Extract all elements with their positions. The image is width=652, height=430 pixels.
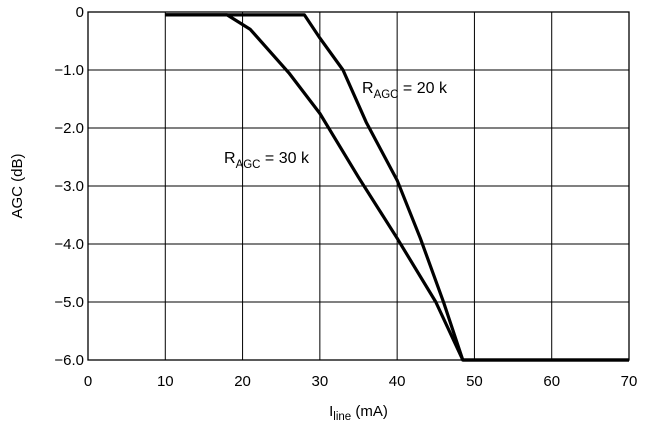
annotation-ragc-30k-main: R xyxy=(224,150,236,167)
annotation-ragc-20k: RAGC = 20 k xyxy=(362,80,448,101)
x-tick-label: 60 xyxy=(543,373,560,390)
y-tick-label: −1.0 xyxy=(54,62,84,79)
series-line-ragc-20k xyxy=(165,13,629,362)
annotation-ragc-30k: RAGC = 30 k xyxy=(224,150,310,171)
y-tick-label: −5.0 xyxy=(54,294,84,311)
x-tick-label: 10 xyxy=(157,373,174,390)
y-tick-label: −3.0 xyxy=(54,178,84,195)
x-axis-title: Iline (mA) xyxy=(329,403,388,423)
y-axis-title: AGC (dB) xyxy=(9,153,26,218)
annotation-ragc-20k-main: R xyxy=(362,80,374,97)
y-tick-label: −4.0 xyxy=(54,236,84,253)
y-tick-label: 0 xyxy=(76,4,84,21)
x-tick-label: 30 xyxy=(312,373,329,390)
annotation-ragc-30k-suffix: = 30 k xyxy=(260,150,309,167)
x-tick-label: 0 xyxy=(84,373,92,390)
x-axis-title-main: I xyxy=(329,403,333,420)
x-tick-label: 50 xyxy=(466,373,483,390)
x-axis-title-suffix: (mA) xyxy=(351,403,388,420)
x-tick-label: 20 xyxy=(234,373,251,390)
x-tick-labels: 0 10 20 30 40 50 60 70 xyxy=(84,373,638,390)
x-tick-label: 70 xyxy=(621,373,638,390)
annotation-ragc-20k-sub: AGC xyxy=(374,89,399,101)
y-tick-labels: 0 −1.0 −2.0 −3.0 −4.0 −5.0 −6.0 xyxy=(54,4,84,369)
series-lines xyxy=(165,13,629,362)
grid xyxy=(87,11,630,361)
x-axis-title-sub: line xyxy=(333,411,351,423)
series-line-ragc-30k xyxy=(165,13,629,362)
annotation-ragc-30k-sub: AGC xyxy=(236,159,261,171)
plot-frame xyxy=(87,11,630,361)
x-tick-label: 40 xyxy=(389,373,406,390)
y-tick-label: −6.0 xyxy=(54,352,84,369)
annotation-ragc-20k-suffix: = 20 k xyxy=(398,80,447,97)
y-tick-label: −2.0 xyxy=(54,120,84,137)
